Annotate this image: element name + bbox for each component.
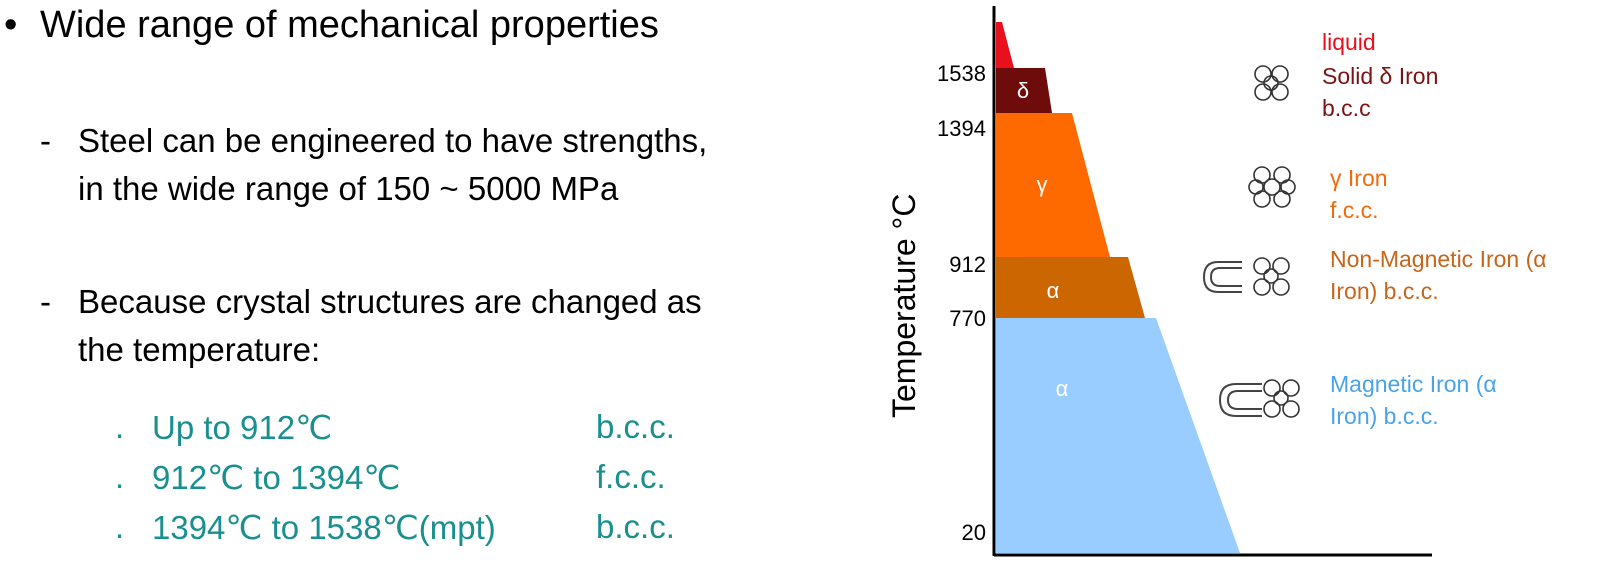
- phase-region-alpha-magnetic: [996, 318, 1240, 553]
- desc-magnetic-iron: Magnetic Iron (α Iron) b.c.c.: [1330, 371, 1497, 429]
- subpoint-2-line-2: the temperature:: [78, 331, 321, 368]
- desc-liquid: liquid: [1322, 29, 1376, 55]
- phase-region-delta: [996, 68, 1052, 113]
- y-axis-label: Temperature °C: [886, 193, 922, 418]
- y-tick-1538: 1538: [937, 61, 986, 86]
- desc-non-magnetic-iron: Non-Magnetic Iron (α Iron) b.c.c.: [1330, 246, 1547, 304]
- atom-cluster-icon-alpha-nonmagnetic: [1253, 257, 1290, 296]
- temp-list-structure-2: f.c.c.: [596, 458, 666, 495]
- temp-list-marker-2: .: [115, 458, 125, 495]
- y-tick-912: 912: [949, 252, 986, 277]
- temp-list-range-3: 1394℃ to 1538℃(mpt): [152, 509, 496, 546]
- atom-cluster-icon-alpha-magnetic: [1263, 379, 1300, 418]
- subpoint-dash-2: -: [40, 283, 51, 320]
- phase-label-alpha-magnetic: α: [1055, 376, 1069, 401]
- temp-list-range-1: Up to 912℃: [152, 409, 333, 446]
- temp-list-structure-3: b.c.c.: [596, 508, 675, 545]
- subpoint-dash-1: -: [40, 122, 51, 159]
- atom-cluster-icon-delta: [1254, 65, 1289, 101]
- temp-list-marker-1: .: [115, 408, 125, 445]
- bullet-marker: •: [4, 4, 18, 46]
- desc-solid-delta-iron: Solid δ Iron b.c.c: [1322, 63, 1439, 121]
- y-tick-770: 770: [949, 306, 986, 331]
- subpoint-2-line-1: Because crystal structures are changed a…: [78, 283, 702, 320]
- phase-region-liquid: [996, 22, 1014, 68]
- phase-label-gamma: γ: [1036, 172, 1048, 197]
- y-tick-1394: 1394: [937, 116, 986, 141]
- atom-cluster-icon-gamma: [1248, 166, 1296, 208]
- temp-list-range-2: 912℃ to 1394℃: [152, 459, 401, 496]
- magnet-icon-magnetic: [1218, 383, 1262, 417]
- phase-region-gamma: [996, 113, 1110, 257]
- subpoint-1-line-1: Steel can be engineered to have strength…: [78, 122, 708, 159]
- phase-label-delta: δ: [1016, 78, 1030, 103]
- phase-region-alpha-nonmagnetic: [996, 257, 1145, 318]
- bullet-heading: Wide range of mechanical properties: [40, 4, 659, 46]
- y-tick-20: 20: [961, 520, 986, 545]
- magnet-icon-nonmagnetic: [1202, 261, 1242, 293]
- desc-gamma-iron: γ Iron f.c.c.: [1330, 165, 1388, 223]
- subpoint-1-line-2: in the wide range of 150 ~ 5000 MPa: [78, 170, 619, 207]
- temp-list-marker-3: .: [115, 508, 125, 545]
- temp-list-structure-1: b.c.c.: [596, 408, 675, 445]
- phase-label-alpha-nonmagnetic: α: [1046, 278, 1060, 303]
